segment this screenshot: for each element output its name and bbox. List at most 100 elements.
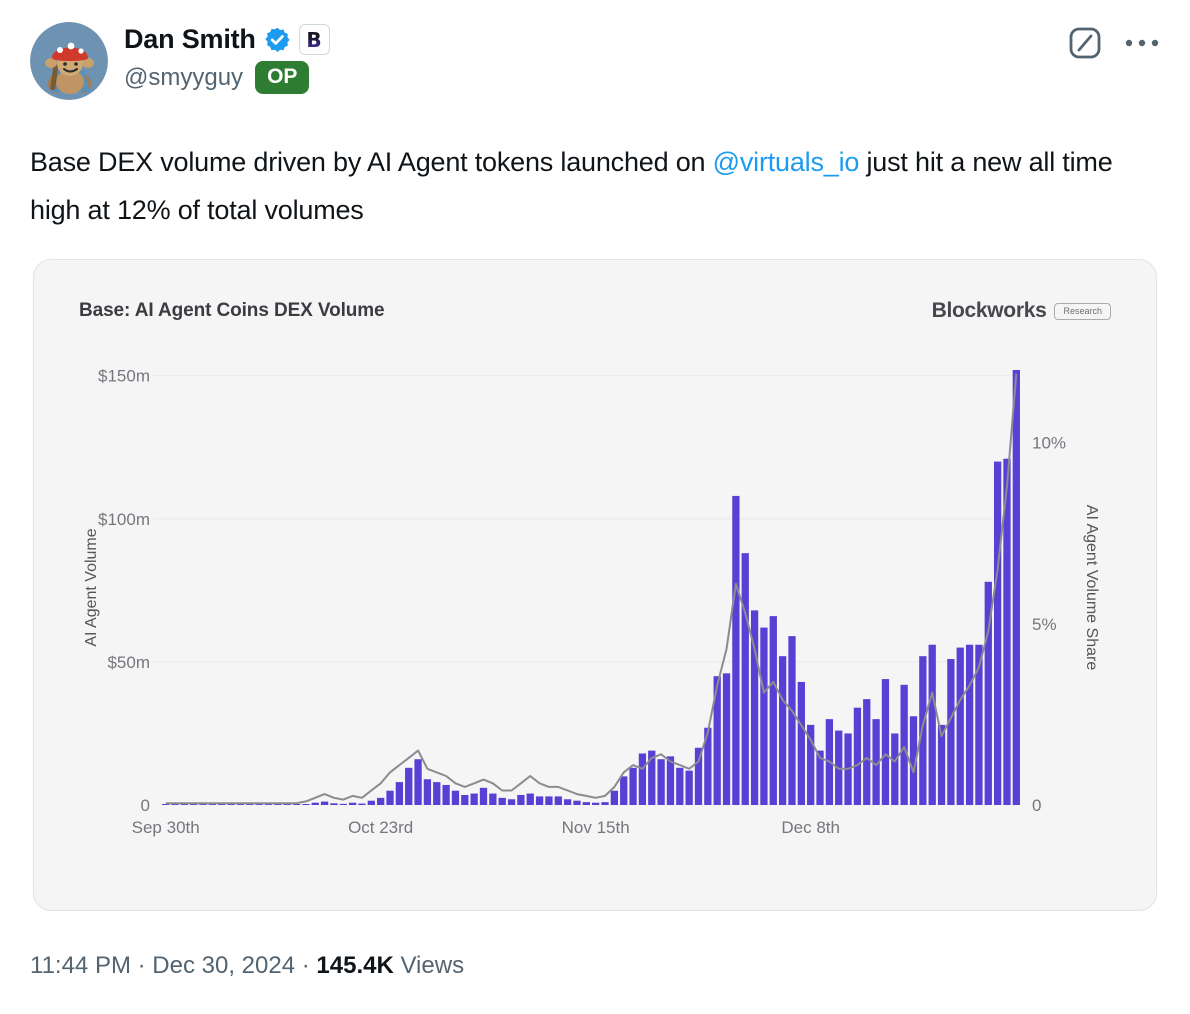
tweet-footer: 11:44 PM · Dec 30, 2024 · 145.4K Views — [30, 952, 464, 980]
right-axis-tick-label: 10% — [1032, 434, 1066, 453]
volume-bar — [807, 724, 815, 805]
volume-bar — [919, 656, 927, 805]
avatar[interactable] — [30, 22, 108, 100]
volume-bar — [358, 803, 366, 805]
volume-bar — [891, 733, 899, 805]
volume-bar — [638, 753, 647, 805]
volume-bar — [545, 796, 553, 805]
volume-bar — [451, 790, 460, 805]
volume-bar — [620, 776, 628, 805]
tweet-header: Dan Smith B @smyygu — [30, 22, 1160, 102]
volume-bar — [367, 800, 375, 805]
svg-text:B: B — [307, 28, 322, 52]
volume-bar — [797, 681, 805, 805]
volume-bar — [881, 679, 890, 805]
volume-bar — [507, 799, 516, 805]
volume-bar — [863, 699, 871, 805]
volume-bar — [227, 804, 235, 805]
views-label: Views — [400, 952, 465, 979]
volume-bar — [872, 719, 880, 805]
left-axis-title: AI Agent Volume — [83, 528, 100, 646]
volume-bar — [377, 797, 385, 805]
more-icon[interactable] — [1124, 37, 1160, 49]
volume-bar — [320, 801, 329, 805]
volume-bar — [722, 673, 731, 805]
blockworks-logo: Blockworks — [931, 299, 1047, 322]
highlight-icon[interactable] — [1068, 26, 1102, 60]
volume-bar — [395, 782, 404, 805]
volume-bar — [180, 804, 189, 805]
volume-bar — [666, 756, 675, 805]
chart-header: Base: AI Agent Coins DEX Volume Blockwor… — [79, 294, 1111, 328]
volume-bar — [498, 797, 506, 805]
volume-bar — [190, 804, 198, 805]
volume-bar — [778, 656, 787, 805]
volume-bar — [302, 804, 310, 805]
author-handle[interactable]: @smyyguy — [124, 63, 244, 91]
affiliate-badge-blockworks[interactable]: B — [298, 24, 330, 55]
tweet-text-part2: just hit a new all time high at 12% of t… — [30, 147, 1113, 225]
volume-bar — [965, 644, 974, 805]
author-block: Dan Smith B @smyygu — [124, 24, 330, 95]
volume-bar — [414, 759, 422, 805]
volume-bar — [713, 676, 721, 805]
volume-bar — [433, 782, 441, 805]
right-axis-tick-label: 0 — [1032, 796, 1041, 815]
volume-bar — [470, 793, 478, 805]
volume-bar — [517, 794, 525, 805]
volume-bar — [648, 750, 656, 805]
volume-bar — [330, 803, 338, 805]
right-axis-title: AI Agent Volume Share — [1083, 505, 1100, 671]
volume-bar — [283, 804, 291, 805]
volume-bar — [208, 804, 217, 805]
volume-bar — [554, 796, 562, 805]
volume-bar — [489, 793, 497, 805]
display-name[interactable]: Dan Smith — [124, 24, 256, 54]
volume-bar — [162, 804, 170, 805]
x-axis-tick-label: Sep 30th — [132, 818, 200, 837]
volume-bar — [676, 767, 684, 805]
volume-bar — [236, 804, 245, 805]
volume-bar — [657, 759, 665, 805]
volume-bar — [442, 784, 450, 805]
volume-bar — [348, 802, 357, 805]
op-badge: OP — [255, 61, 310, 95]
volume-bar — [601, 802, 609, 805]
chart-title: Base: AI Agent Coins DEX Volume — [79, 300, 385, 321]
volume-bar — [264, 804, 273, 805]
left-axis-tick-label: $50m — [107, 653, 150, 672]
volume-bar — [937, 724, 946, 805]
volume-bar — [563, 799, 572, 805]
verified-icon — [264, 26, 291, 53]
left-axis-tick-label: $150m — [98, 367, 150, 386]
volume-bar — [984, 581, 992, 805]
volume-bar — [629, 767, 637, 805]
volume-bar — [909, 716, 918, 805]
volume-bar — [274, 804, 282, 805]
volume-bar — [1003, 458, 1011, 805]
x-axis-tick-label: Nov 15th — [562, 818, 630, 837]
dot-separator: · — [301, 952, 310, 979]
chart-attachment[interactable]: Base: AI Agent Coins DEX Volume Blockwor… — [33, 259, 1157, 911]
timestamp-time: 11:44 PM — [30, 952, 131, 979]
mention-link-virtuals[interactable]: @virtuals_io — [712, 147, 860, 177]
x-axis-tick-label: Oct 23rd — [348, 818, 413, 837]
volume-bar — [582, 802, 590, 805]
volume-bar — [928, 644, 936, 805]
volume-bar — [386, 790, 394, 805]
volume-bar — [461, 794, 469, 805]
dex-volume-chart: $150m $100m $50m 0 10% 5% 0 Sep 30th Oct 23rd Nov… — [83, 367, 1100, 837]
volume-bar — [311, 802, 319, 805]
volume-bar — [750, 610, 759, 805]
volume-bar — [405, 767, 413, 805]
blockworks-b-icon: B — [307, 28, 322, 52]
volume-bar — [423, 779, 432, 805]
volume-bar — [573, 800, 581, 805]
volume-bar — [760, 627, 768, 805]
brand-lockup: Blockworks Research — [932, 299, 1111, 323]
volume-bar — [947, 659, 955, 805]
views-count: 145.4K — [316, 952, 394, 979]
volume-bar — [479, 787, 488, 805]
volume-bar — [956, 647, 964, 805]
